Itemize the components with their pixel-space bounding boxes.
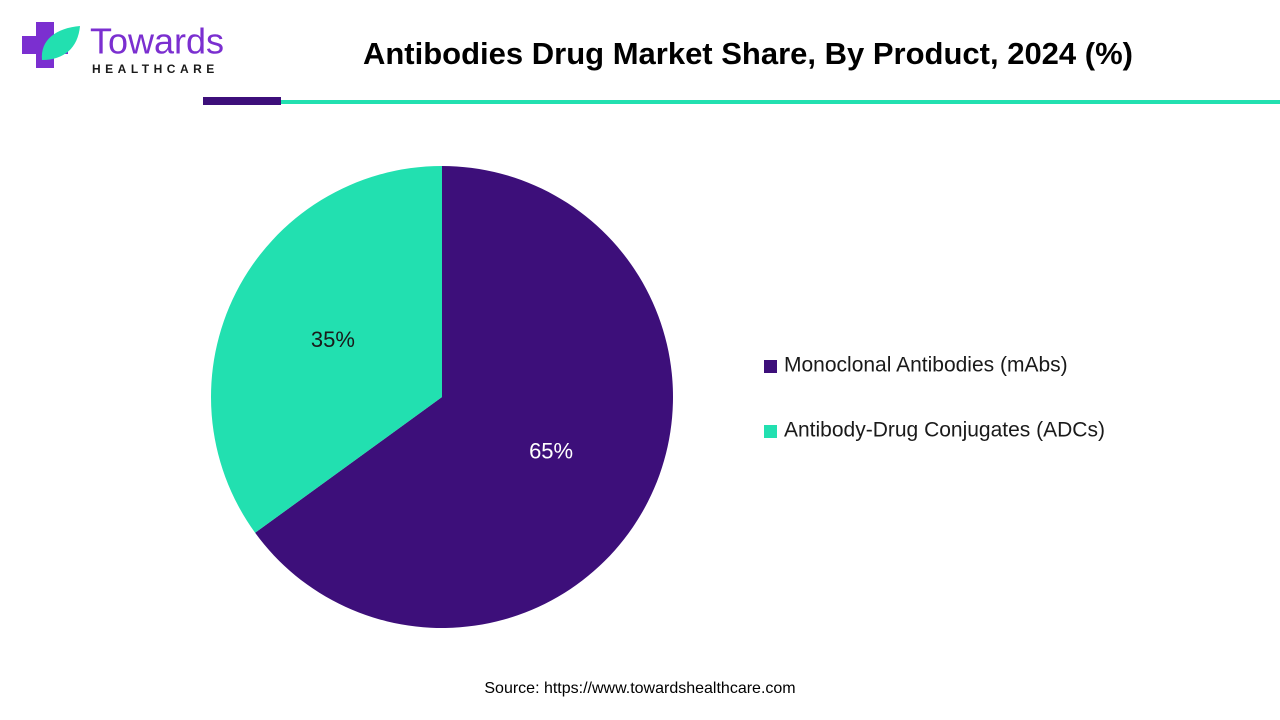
data-label: 65%: [529, 438, 573, 463]
data-label: 35%: [311, 327, 355, 352]
header-accent: [203, 97, 281, 105]
pie-slice: [255, 166, 674, 628]
source: Source: https://www.towardshealthcare.co…: [484, 680, 795, 697]
logo-leaf: [41, 26, 80, 60]
chart-title: Antibodies Drug Market Share, By Product…: [363, 36, 1133, 71]
legend-swatch: [764, 425, 777, 438]
pie-slice: [211, 166, 442, 533]
header-rule: [281, 100, 1280, 104]
legend-swatch: [764, 360, 777, 373]
logo-name: Towards: [90, 21, 224, 62]
logo-tagline: HEALTHCARE: [92, 62, 219, 76]
legend-label: Antibody-Drug Conjugates (ADCs): [784, 419, 1105, 442]
logo: Towards HEALTHCARE: [22, 21, 224, 76]
legend-label: Monoclonal Antibodies (mAbs): [784, 354, 1068, 377]
